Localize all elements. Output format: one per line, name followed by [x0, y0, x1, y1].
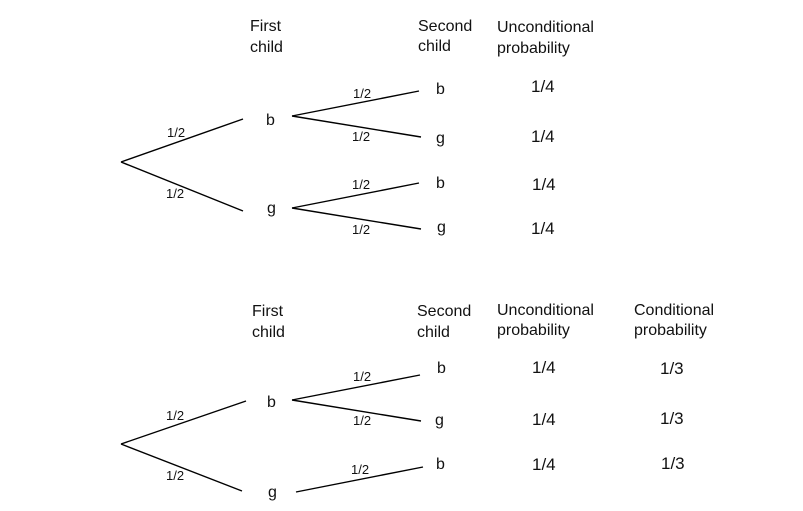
tree1-unconditional-prob-3: 1/4 — [532, 175, 556, 194]
tree2-root-edge-g — [120, 443, 243, 492]
tree1-first-child-node-g: g — [267, 200, 276, 217]
tree2-conditional-header-line2: probability — [634, 322, 707, 339]
tree1-edge-bb-label: 1/2 — [353, 86, 371, 101]
tree1-edge-bb — [291, 90, 420, 117]
tree1-leaf-node-3: b — [436, 175, 445, 192]
tree2-root-edge-b-label: 1/2 — [166, 408, 184, 423]
tree2-edge-bb — [291, 374, 421, 401]
tree1-second-child-header-line2: child — [418, 38, 451, 55]
tree1-second-child-header-line1: Second — [418, 18, 472, 35]
tree1-unconditional-prob-1: 1/4 — [531, 77, 555, 96]
tree2-second-child-header-line1: Second — [417, 303, 471, 320]
tree1-root-edge-g-label: 1/2 — [166, 186, 184, 201]
tree1-edge-gb-label: 1/2 — [352, 177, 370, 192]
tree1-first-child-header-line1: First — [250, 18, 282, 35]
tree1-unconditional-prob-2: 1/4 — [531, 127, 555, 146]
tree2-edge-gb — [295, 466, 424, 493]
tree2-root-edge-b — [120, 400, 247, 445]
tree2-leaf-node-3: b — [436, 456, 445, 473]
tree1-first-child-header-line2: child — [250, 39, 283, 56]
tree2-conditional-header-line1: Conditional — [634, 302, 714, 319]
tree2-first-child-header-line1: First — [252, 303, 284, 320]
tree1-edge-gg-label: 1/2 — [352, 222, 370, 237]
tree2-second-child-header-line2: child — [417, 324, 450, 341]
tree1-edge-gb — [291, 182, 420, 209]
tree2-leaf-node-2: g — [435, 412, 444, 429]
tree1-unconditional-header-line2: probability — [497, 40, 570, 57]
tree2-first-child-header-line2: child — [252, 324, 285, 341]
tree2-root-edge-g-label: 1/2 — [166, 468, 184, 483]
tree2-unconditional-prob-1: 1/4 — [532, 358, 556, 377]
tree1-root-edge-g — [120, 161, 244, 212]
tree2-edge-gb-label: 1/2 — [351, 462, 369, 477]
tree1-leaf-node-1: b — [436, 81, 445, 98]
tree1-edge-bg — [291, 115, 422, 138]
tree2-unconditional-header-line1: Unconditional — [497, 302, 594, 319]
tree2-edge-bg — [291, 399, 422, 422]
tree2-conditional-prob-1: 1/3 — [660, 359, 684, 378]
tree2-first-child-node-b: b — [267, 394, 276, 411]
tree2-conditional-prob-3: 1/3 — [661, 454, 685, 473]
tree1-root-edge-b — [120, 118, 244, 163]
tree1-unconditional-prob-4: 1/4 — [531, 219, 555, 238]
tree2-conditional-prob-2: 1/3 — [660, 409, 684, 428]
tree2-unconditional-prob-2: 1/4 — [532, 410, 556, 429]
tree2-edge-bg-label: 1/2 — [353, 413, 371, 428]
tree1-leaf-node-4: g — [437, 219, 446, 236]
tree-1: First child Second child Unconditional p… — [120, 18, 594, 238]
tree2-unconditional-prob-3: 1/4 — [532, 455, 556, 474]
tree1-first-child-node-b: b — [266, 112, 275, 129]
tree-2: First child Second child Unconditional p… — [120, 302, 714, 501]
tree2-edge-bb-label: 1/2 — [353, 369, 371, 384]
tree1-edge-bg-label: 1/2 — [352, 129, 370, 144]
tree1-unconditional-header-line1: Unconditional — [497, 19, 594, 36]
tree2-leaf-node-1: b — [437, 360, 446, 377]
tree1-root-edge-b-label: 1/2 — [167, 125, 185, 140]
tree1-edge-gg — [291, 207, 422, 230]
tree2-first-child-node-g: g — [268, 484, 277, 501]
tree2-unconditional-header-line2: probability — [497, 322, 570, 339]
tree1-leaf-node-2: g — [436, 130, 445, 147]
